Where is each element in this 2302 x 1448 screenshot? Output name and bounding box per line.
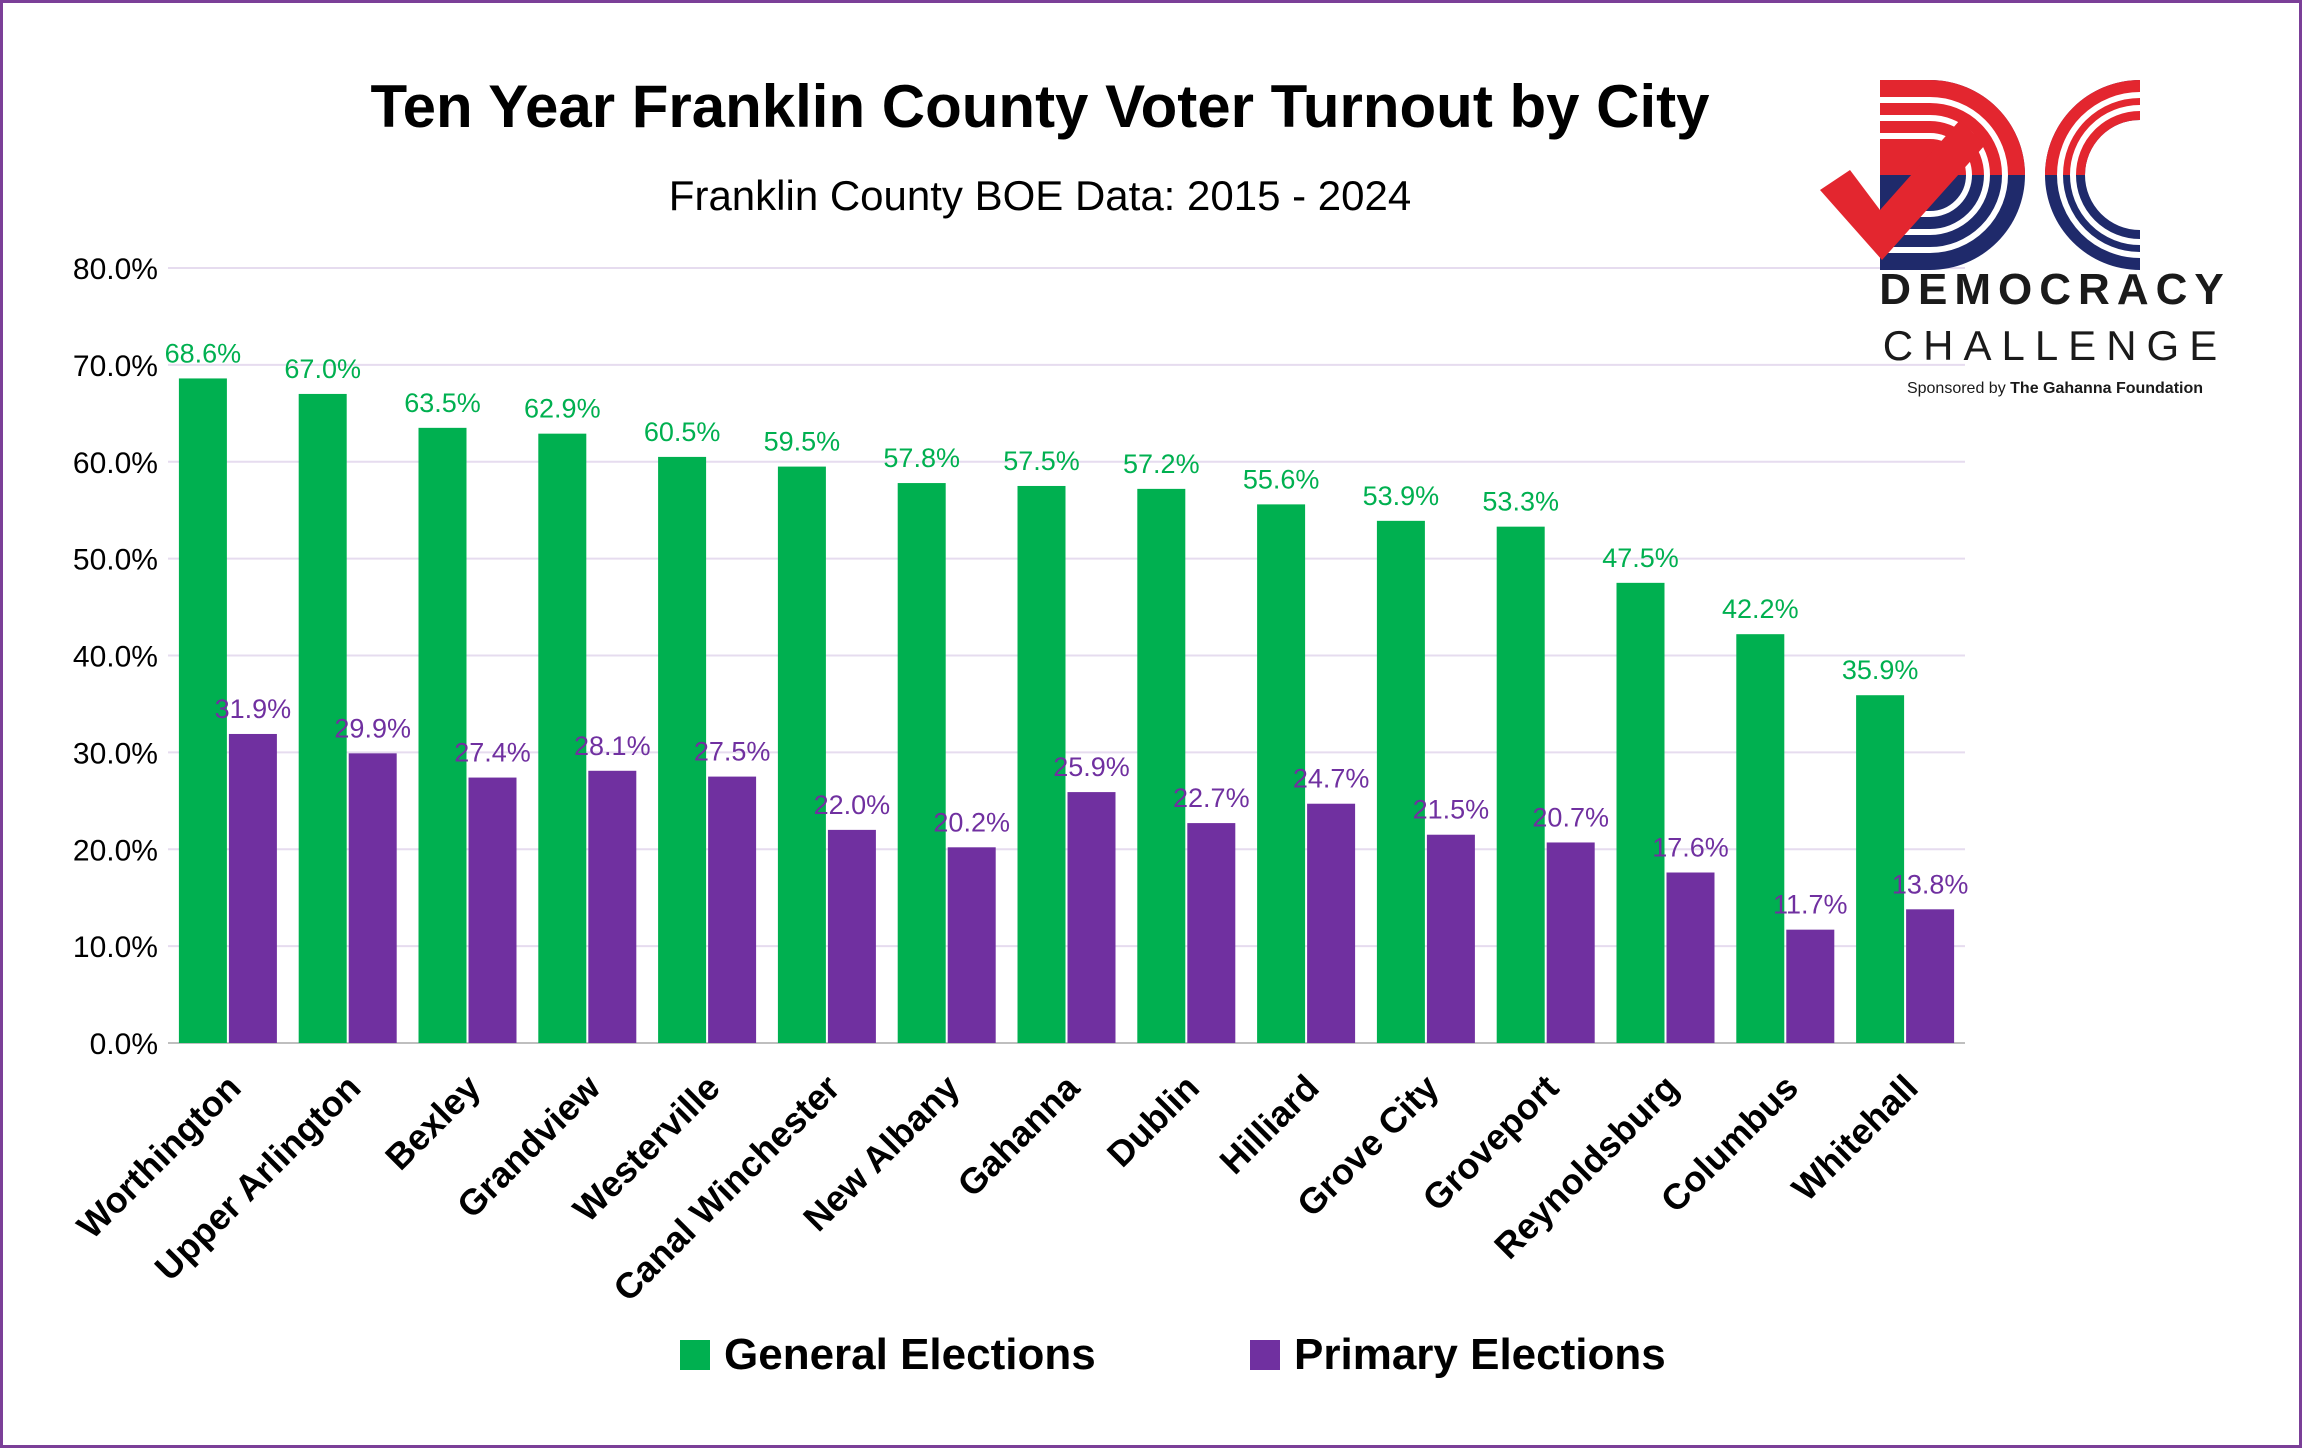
bar-primary: [468, 777, 517, 1043]
chart-title: Ten Year Franklin County Voter Turnout b…: [370, 73, 1710, 140]
bar-primary: [1187, 823, 1236, 1043]
y-tick-label: 10.0%: [73, 931, 158, 964]
data-label-primary: 31.9%: [215, 694, 292, 724]
data-label-primary: 27.5%: [694, 737, 771, 767]
data-label-primary: 20.7%: [1532, 802, 1609, 832]
logo-word-challenge: CHALLENGE: [1882, 322, 2228, 369]
legend: General Elections Primary Elections: [0, 1330, 2302, 1390]
bar-primary: [1786, 929, 1835, 1043]
y-tick-label: 30.0%: [73, 737, 158, 770]
legend-label-general: General Elections: [724, 1330, 1096, 1379]
data-label-primary: 28.1%: [574, 731, 651, 761]
bar-general: [1496, 526, 1545, 1043]
bar-general: [1257, 504, 1306, 1043]
data-label-general: 53.3%: [1482, 487, 1559, 517]
bar-general: [538, 433, 587, 1043]
legend-item-primary: Primary Elections: [1250, 1330, 1666, 1380]
legend-item-general: General Elections: [680, 1330, 1096, 1380]
data-label-primary: 11.7%: [1773, 890, 1848, 920]
y-tick-label: 0.0%: [90, 1028, 158, 1061]
bar-primary: [1426, 834, 1475, 1043]
bar-primary: [827, 829, 876, 1043]
data-label-primary: 20.2%: [933, 807, 1010, 837]
sponsor-name: The Gahanna Foundation: [2010, 380, 2204, 397]
y-tick-label: 80.0%: [73, 253, 158, 286]
bar-primary: [947, 847, 996, 1043]
bar-primary: [228, 733, 277, 1043]
bar-general: [1017, 485, 1066, 1043]
x-tick-label: Gahanna: [949, 1066, 1088, 1205]
bar-general: [1137, 488, 1186, 1043]
data-label-primary: 29.9%: [334, 713, 411, 743]
data-label-general: 60.5%: [644, 417, 721, 447]
y-tick-label: 60.0%: [73, 447, 158, 480]
x-tick-label: Hilliard: [1211, 1067, 1326, 1182]
chart-subtitle: Franklin County BOE Data: 2015 - 2024: [668, 172, 1412, 219]
data-label-primary: 27.4%: [454, 738, 531, 768]
x-tick-label: Upper Arlington: [147, 1067, 369, 1289]
data-label-general: 62.9%: [524, 394, 601, 424]
legend-swatch-general: [680, 1340, 710, 1370]
x-tick-label: Dublin: [1099, 1067, 1207, 1175]
bar-primary: [1666, 872, 1715, 1043]
bar-general: [658, 456, 707, 1043]
data-label-general: 47.5%: [1602, 543, 1679, 573]
bar-general: [418, 427, 467, 1043]
data-label-general: 59.5%: [764, 427, 841, 457]
data-label-primary: 21.5%: [1413, 795, 1490, 825]
data-label-general: 53.9%: [1363, 481, 1440, 511]
data-label-general: 63.5%: [404, 388, 481, 418]
bar-general: [298, 393, 347, 1043]
checkmark-icon: [1820, 120, 1985, 260]
bar-general: [1856, 695, 1905, 1043]
bar-primary: [708, 776, 757, 1043]
data-label-general: 42.2%: [1722, 594, 1799, 624]
bar-primary: [1546, 842, 1595, 1043]
logo-word-democracy: DEMOCRACY: [1879, 265, 2231, 314]
data-label-general: 35.9%: [1842, 655, 1919, 685]
bar-general: [777, 466, 826, 1043]
bar-general: [1616, 582, 1665, 1043]
x-tick-label: Bexley: [377, 1067, 488, 1178]
data-label-primary: 25.9%: [1053, 752, 1130, 782]
bar-general: [178, 378, 227, 1043]
bar-general: [897, 483, 946, 1043]
democracy-challenge-logo: [1820, 80, 2211, 270]
legend-label-primary: Primary Elections: [1294, 1330, 1666, 1379]
data-label-primary: 22.7%: [1173, 783, 1250, 813]
data-label-primary: 17.6%: [1652, 833, 1729, 863]
y-tick-label: 40.0%: [73, 641, 158, 674]
star-icon: [2169, 200, 2211, 240]
data-label-general: 57.5%: [1003, 446, 1080, 476]
x-tick-label: Whitehall: [1784, 1067, 1926, 1209]
bar-general: [1736, 634, 1785, 1043]
data-label-general: 57.2%: [1123, 449, 1200, 479]
bar-primary: [1307, 803, 1356, 1043]
c-letter-icon: [2045, 80, 2140, 270]
bar-primary: [348, 753, 397, 1043]
data-label-general: 57.8%: [883, 443, 960, 473]
data-label-general: 67.0%: [284, 354, 361, 384]
bar-primary: [588, 770, 637, 1043]
sponsor-prefix: Sponsored by: [1906, 380, 2006, 397]
legend-swatch-primary: [1250, 1340, 1280, 1370]
data-label-primary: 22.0%: [814, 790, 891, 820]
x-tick-label: Canal Winchester: [605, 1067, 847, 1309]
bar-primary: [1067, 792, 1116, 1043]
y-tick-label: 20.0%: [73, 834, 158, 867]
data-label-general: 68.6%: [165, 338, 242, 368]
data-label-primary: 13.8%: [1892, 869, 1969, 899]
y-tick-label: 70.0%: [73, 350, 158, 383]
data-label-general: 55.6%: [1243, 464, 1320, 494]
logo-sponsor: Sponsored by The Gahanna Foundation: [1860, 380, 2250, 398]
y-tick-label: 50.0%: [73, 544, 158, 577]
bar-primary: [1906, 909, 1955, 1043]
bar-general: [1376, 520, 1425, 1043]
data-label-primary: 24.7%: [1293, 764, 1370, 794]
